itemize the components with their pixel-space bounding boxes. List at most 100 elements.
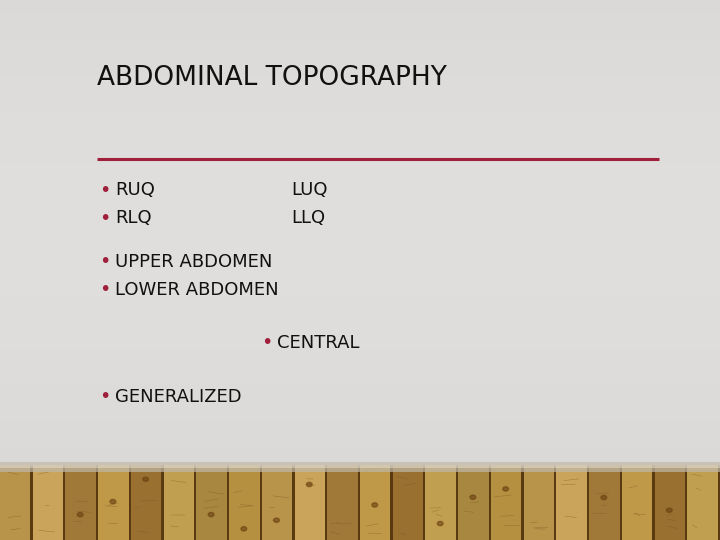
Bar bbox=[194, 465, 197, 540]
Bar bbox=[0, 145, 720, 151]
Bar bbox=[0, 448, 720, 454]
Bar bbox=[0, 93, 720, 99]
Bar bbox=[0, 40, 720, 46]
Text: •: • bbox=[99, 180, 111, 200]
Bar bbox=[0, 308, 720, 314]
Text: UPPER ABDOMEN: UPPER ABDOMEN bbox=[115, 253, 273, 271]
Bar bbox=[0, 320, 720, 326]
Bar bbox=[0, 454, 720, 460]
Circle shape bbox=[77, 512, 83, 517]
Bar bbox=[96, 465, 98, 540]
Bar bbox=[0, 250, 720, 256]
Bar bbox=[66, 465, 96, 540]
Bar bbox=[521, 465, 523, 540]
Bar bbox=[0, 6, 720, 12]
Bar bbox=[0, 122, 720, 128]
Circle shape bbox=[110, 500, 116, 504]
Text: LUQ: LUQ bbox=[292, 181, 328, 199]
Bar bbox=[0, 338, 720, 343]
Text: LLQ: LLQ bbox=[292, 209, 325, 227]
Bar bbox=[0, 12, 720, 17]
Bar bbox=[0, 425, 720, 430]
Circle shape bbox=[372, 503, 377, 507]
Bar bbox=[622, 465, 652, 540]
Bar bbox=[0, 105, 720, 111]
Bar bbox=[491, 465, 521, 540]
Bar bbox=[328, 465, 358, 540]
Text: •: • bbox=[99, 387, 111, 407]
Bar bbox=[0, 291, 720, 297]
Bar bbox=[0, 192, 720, 198]
Bar bbox=[0, 76, 720, 82]
Bar bbox=[0, 111, 720, 117]
Bar bbox=[0, 268, 720, 273]
Bar bbox=[0, 349, 720, 355]
Text: •: • bbox=[99, 208, 111, 228]
Text: RUQ: RUQ bbox=[115, 181, 155, 199]
Bar bbox=[32, 465, 63, 540]
Bar bbox=[163, 465, 194, 540]
Bar bbox=[0, 46, 720, 52]
Bar bbox=[0, 302, 720, 308]
Bar bbox=[229, 465, 259, 540]
Bar bbox=[0, 52, 720, 58]
Bar bbox=[718, 465, 720, 540]
Bar bbox=[0, 378, 720, 384]
Bar bbox=[161, 465, 163, 540]
Bar bbox=[0, 134, 720, 140]
Bar bbox=[0, 273, 720, 279]
Bar bbox=[456, 465, 458, 540]
Bar bbox=[589, 465, 619, 540]
Text: ABDOMINAL TOPOGRAPHY: ABDOMINAL TOPOGRAPHY bbox=[97, 65, 447, 91]
Bar bbox=[0, 465, 30, 540]
Bar bbox=[325, 465, 328, 540]
Bar bbox=[458, 465, 489, 540]
Bar bbox=[554, 465, 557, 540]
Bar bbox=[0, 396, 720, 401]
Circle shape bbox=[470, 495, 476, 500]
Bar bbox=[259, 465, 262, 540]
Bar bbox=[0, 407, 720, 413]
Bar bbox=[557, 465, 587, 540]
Bar bbox=[197, 465, 227, 540]
Bar bbox=[0, 373, 720, 378]
Bar bbox=[523, 465, 554, 540]
Circle shape bbox=[241, 526, 247, 531]
Bar bbox=[0, 99, 720, 105]
Bar bbox=[0, 128, 720, 134]
Bar bbox=[0, 58, 720, 64]
Text: GENERALIZED: GENERALIZED bbox=[115, 388, 242, 406]
Circle shape bbox=[143, 477, 148, 481]
Text: CENTRAL: CENTRAL bbox=[277, 334, 360, 352]
Text: RLQ: RLQ bbox=[115, 209, 152, 227]
Circle shape bbox=[208, 512, 214, 517]
Bar bbox=[0, 117, 720, 122]
Bar bbox=[0, 355, 720, 361]
Circle shape bbox=[307, 482, 312, 487]
Bar bbox=[0, 462, 720, 472]
Bar bbox=[0, 198, 720, 204]
Bar bbox=[426, 465, 456, 540]
Text: •: • bbox=[261, 333, 273, 353]
Bar bbox=[0, 0, 720, 6]
Circle shape bbox=[274, 518, 279, 522]
Bar bbox=[0, 151, 720, 157]
Bar bbox=[652, 465, 654, 540]
Bar bbox=[489, 465, 491, 540]
Text: •: • bbox=[99, 252, 111, 272]
Bar bbox=[0, 70, 720, 76]
Bar bbox=[0, 465, 720, 468]
Bar bbox=[0, 367, 720, 373]
Bar bbox=[0, 221, 720, 227]
Bar bbox=[262, 465, 292, 540]
Text: LOWER ABDOMEN: LOWER ABDOMEN bbox=[115, 281, 279, 299]
Bar bbox=[0, 186, 720, 192]
Bar bbox=[0, 174, 720, 180]
Bar bbox=[685, 465, 688, 540]
Bar bbox=[0, 23, 720, 29]
Bar bbox=[0, 326, 720, 332]
Bar bbox=[292, 465, 294, 540]
Bar bbox=[0, 82, 720, 87]
Bar bbox=[294, 465, 325, 540]
Bar bbox=[0, 419, 720, 425]
